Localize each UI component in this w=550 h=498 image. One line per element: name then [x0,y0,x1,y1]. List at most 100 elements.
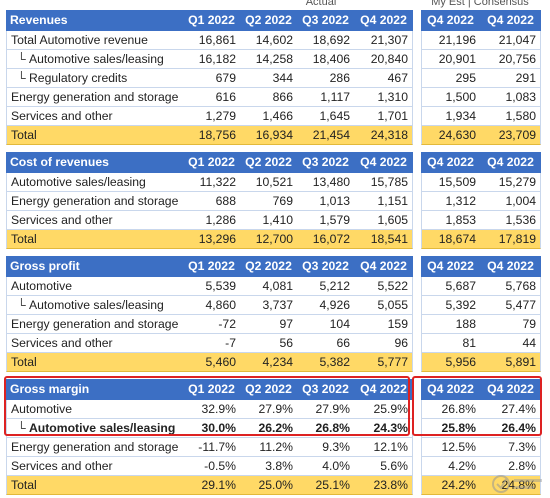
gross-profit-table: Gross profit Q1 2022 Q2 2022 Q3 2022 Q4 … [6,256,550,372]
row-label-cell: └ Automotive sales/leasing [6,50,183,69]
gross-margin-title: Gross margin [6,379,183,400]
col-header: Q4 2022 [480,256,541,277]
cell: 188 [421,315,480,334]
cell: 1,279 [183,107,240,126]
cell: 11.2% [240,438,297,457]
cell: 104 [297,315,354,334]
row-label: Total [6,230,183,249]
cell: 81 [421,334,480,353]
revenues-table: Revenues Q1 2022 Q2 2022 Q3 2022 Q4 2022… [6,10,550,145]
cell: 13,480 [297,173,354,192]
col-header: Q4 2022 [480,10,541,31]
revenues-title: Revenues [6,10,183,31]
cost-header-row: Cost of revenues Q1 2022 Q2 2022 Q3 2022… [6,152,550,173]
row-label: Services and other [6,334,183,353]
cell: 3,737 [240,296,297,315]
cell: 11,322 [183,173,240,192]
cell: 1,013 [297,192,354,211]
cell: 14,258 [240,50,297,69]
cell: 5,477 [480,296,541,315]
col-header: Q1 2022 [183,152,240,173]
cell: 1,312 [421,192,480,211]
cell: 5,055 [354,296,413,315]
cell: 20,756 [480,50,541,69]
indent-arrow-icon: └ [17,52,26,66]
cell: 25.9% [354,400,413,419]
cell: 2.8% [480,457,541,476]
row-label-cell: └ Regulatory credits [6,69,183,88]
cell: -11.7% [183,438,240,457]
cell: 12.1% [354,438,413,457]
cell: 18,756 [183,126,240,145]
cell: 866 [240,88,297,107]
col-header: Q4 2022 [354,256,413,277]
cell: 96 [354,334,413,353]
row-label: Energy generation and storage [6,88,183,107]
cell: 21,047 [480,31,541,50]
row-label: Energy generation and storage [6,438,183,457]
cell: 16,934 [240,126,297,145]
cell: 23,709 [480,126,541,145]
row-label: Services and other [6,457,183,476]
cost-title: Cost of revenues [6,152,183,173]
indent-arrow-icon: └ [17,71,26,85]
watermark-glyph-icon [492,475,542,493]
cell: 769 [240,192,297,211]
cell: 5,768 [480,277,541,296]
cell: 3.8% [240,457,297,476]
table-row: └ Automotive sales/leasing 30.0% 26.2% 26… [6,419,550,438]
cell: 291 [480,69,541,88]
row-label: Total [6,353,183,372]
cell: 7.3% [480,438,541,457]
col-header: Q3 2022 [297,379,354,400]
cell: 66 [297,334,354,353]
cell: 344 [240,69,297,88]
cell: 97 [240,315,297,334]
cell: 16,861 [183,31,240,50]
cell: 26.8% [297,419,354,438]
row-label: Automotive [6,400,183,419]
cell: 18,541 [354,230,413,249]
table-row: Energy generation and storage -11.7% 11.… [6,438,550,457]
gross-margin-table: Gross margin Q1 2022 Q2 2022 Q3 2022 Q4 … [6,379,550,495]
col-header: Q3 2022 [297,152,354,173]
cell: 688 [183,192,240,211]
cell: 5,956 [421,353,480,372]
cell: 79 [480,315,541,334]
cell: 24,318 [354,126,413,145]
row-label: Total [6,476,183,495]
table-row: └ Regulatory credits 679 344 286 467 295 … [6,69,550,88]
total-row: Total 29.1% 25.0% 25.1% 23.8% 24.2% 24.8… [6,476,550,495]
cell: 5,522 [354,277,413,296]
col-header: Q3 2022 [297,256,354,277]
row-label-cell: └ Automotive sales/leasing [6,419,183,438]
cell: 4,234 [240,353,297,372]
cell: 30.0% [183,419,240,438]
cell: 1,579 [297,211,354,230]
row-label: Total [6,126,183,145]
col-header: Q4 2022 [480,379,541,400]
cost-of-revenues-table: Cost of revenues Q1 2022 Q2 2022 Q3 2022… [6,152,550,249]
table-row: Automotive 32.9% 27.9% 27.9% 25.9% 26.8%… [6,400,550,419]
row-label: Energy generation and storage [6,315,183,334]
cell: 13,296 [183,230,240,249]
table-row: Services and other -7 56 66 96 81 44 [6,334,550,353]
cell: 12.5% [421,438,480,457]
col-header: Q1 2022 [183,379,240,400]
cell: 20,840 [354,50,413,69]
cell: 1,536 [480,211,541,230]
cell: 21,196 [421,31,480,50]
gross-profit-title: Gross profit [6,256,183,277]
cell: 1,701 [354,107,413,126]
gross-profit-header-row: Gross profit Q1 2022 Q2 2022 Q3 2022 Q4 … [6,256,550,277]
col-header: Q2 2022 [240,152,297,173]
cell: 5,382 [297,353,354,372]
col-header: Q4 2022 [421,379,480,400]
col-header: Q4 2022 [421,256,480,277]
cell: 1,286 [183,211,240,230]
row-label: Regulatory credits [29,71,128,85]
cell: 1,004 [480,192,541,211]
cell: 16,072 [297,230,354,249]
cell: 56 [240,334,297,353]
cell: 1,934 [421,107,480,126]
